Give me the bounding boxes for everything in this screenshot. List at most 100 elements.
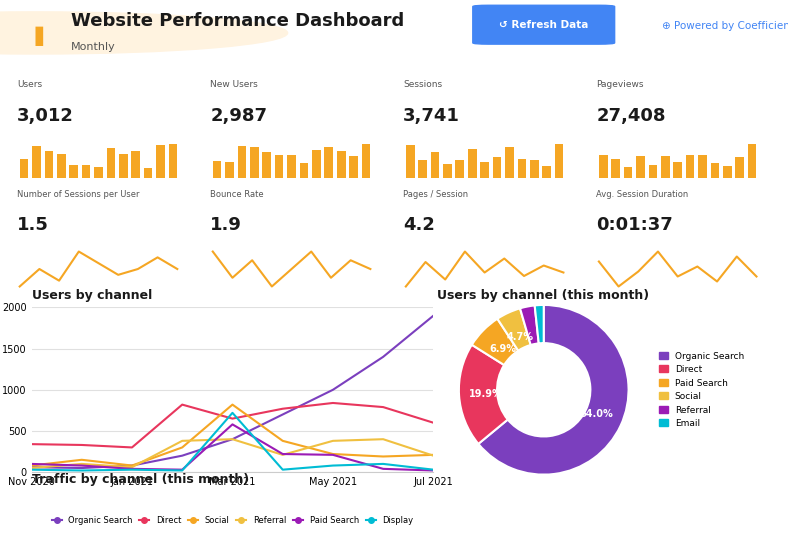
Direct <box>378 404 388 411</box>
Bar <box>661 156 670 178</box>
Bar <box>599 155 608 178</box>
Text: 19.9%: 19.9% <box>470 389 503 399</box>
Paid Search <box>77 462 87 469</box>
Text: Monthly: Monthly <box>71 42 116 53</box>
Bar <box>32 145 41 178</box>
Paid Search <box>27 461 36 467</box>
Wedge shape <box>459 345 507 444</box>
Direct <box>128 444 137 451</box>
Bar <box>673 162 682 178</box>
Text: 4.2: 4.2 <box>403 216 435 234</box>
Referral <box>278 451 288 458</box>
Bar <box>20 159 28 178</box>
Bar <box>455 160 464 178</box>
Bar <box>542 166 551 178</box>
Bar <box>636 156 645 178</box>
Text: Users by channel (this month): Users by channel (this month) <box>437 289 649 302</box>
Text: ⊕ Powered by Coefficient: ⊕ Powered by Coefficient <box>662 21 788 31</box>
Text: 4.7%: 4.7% <box>506 332 533 343</box>
Direct <box>429 419 438 426</box>
FancyBboxPatch shape <box>473 5 615 44</box>
Display <box>378 461 388 467</box>
Organic Search <box>27 464 36 470</box>
Bar <box>362 144 370 178</box>
Direct <box>177 401 187 408</box>
Bar <box>748 144 756 178</box>
Social <box>328 451 337 457</box>
Bar <box>530 160 539 178</box>
Text: Users by channel: Users by channel <box>32 289 152 302</box>
Text: Pages / Session: Pages / Session <box>403 190 468 199</box>
Bar <box>225 163 234 178</box>
Bar <box>723 166 732 178</box>
Line: Organic Search: Organic Search <box>32 316 433 468</box>
Referral <box>378 436 388 442</box>
Social <box>228 401 237 408</box>
Text: Pageviews: Pageviews <box>597 80 644 89</box>
Text: Website Performance Dashboard: Website Performance Dashboard <box>71 12 404 30</box>
Organic Search <box>328 386 337 393</box>
Text: 1.5: 1.5 <box>17 216 49 234</box>
Social <box>429 451 438 458</box>
Paid Search <box>278 451 288 457</box>
Bar <box>349 156 358 178</box>
Bar <box>119 154 128 178</box>
Organic Search <box>128 462 137 469</box>
Bar <box>443 164 452 178</box>
Display <box>27 466 36 473</box>
Bar <box>480 163 489 178</box>
Text: Traffic by channel (this month): Traffic by channel (this month) <box>32 473 249 486</box>
Text: ↺ Refresh Data: ↺ Refresh Data <box>499 20 589 30</box>
Bar <box>505 147 514 178</box>
Text: Bounce Rate: Bounce Rate <box>210 190 264 199</box>
Referral <box>27 464 36 471</box>
Paid Search <box>378 466 388 472</box>
Paid Search <box>128 466 137 472</box>
Bar <box>611 159 620 178</box>
Paid Search <box>328 451 337 458</box>
Direct <box>77 441 87 448</box>
Social <box>278 438 288 444</box>
Text: Avg. Session Duration: Avg. Session Duration <box>597 190 689 199</box>
Text: 0:01:37: 0:01:37 <box>597 216 673 234</box>
Referral <box>228 436 237 442</box>
Bar <box>312 150 321 178</box>
Display <box>177 467 187 474</box>
Paid Search <box>177 466 187 473</box>
Display <box>77 467 87 474</box>
Social <box>128 462 137 469</box>
Circle shape <box>0 12 288 54</box>
Text: ▐: ▐ <box>28 26 43 46</box>
Referral <box>77 461 87 467</box>
Text: 27,408: 27,408 <box>597 107 666 125</box>
Legend: Organic Search, Direct, Social, Referral, Paid Search, Display: Organic Search, Direct, Social, Referral… <box>48 513 417 528</box>
Text: New Users: New Users <box>210 80 258 89</box>
Display <box>228 410 237 416</box>
Wedge shape <box>478 305 629 475</box>
Organic Search <box>77 464 87 471</box>
Bar <box>106 148 115 178</box>
Line: Paid Search: Paid Search <box>32 424 433 470</box>
Organic Search <box>378 354 388 360</box>
Bar <box>69 165 78 178</box>
Bar <box>132 152 140 178</box>
Social <box>177 444 187 451</box>
Line: Display: Display <box>32 413 433 470</box>
Bar <box>143 168 153 178</box>
Text: Users: Users <box>17 80 43 89</box>
Social <box>77 457 87 463</box>
Display <box>128 466 137 473</box>
Bar <box>169 144 177 178</box>
Referral <box>328 438 337 444</box>
Bar <box>299 163 308 178</box>
Organic Search <box>228 436 237 442</box>
Display <box>278 466 288 473</box>
Legend: Organic Search, Direct, Paid Search, Social, Referral, Email: Organic Search, Direct, Paid Search, Soc… <box>659 351 744 428</box>
Bar <box>518 159 526 178</box>
Direct <box>228 415 237 422</box>
Bar <box>213 161 221 178</box>
Bar <box>57 154 65 178</box>
Bar <box>287 155 296 178</box>
Referral <box>429 452 438 459</box>
Organic Search <box>278 411 288 418</box>
